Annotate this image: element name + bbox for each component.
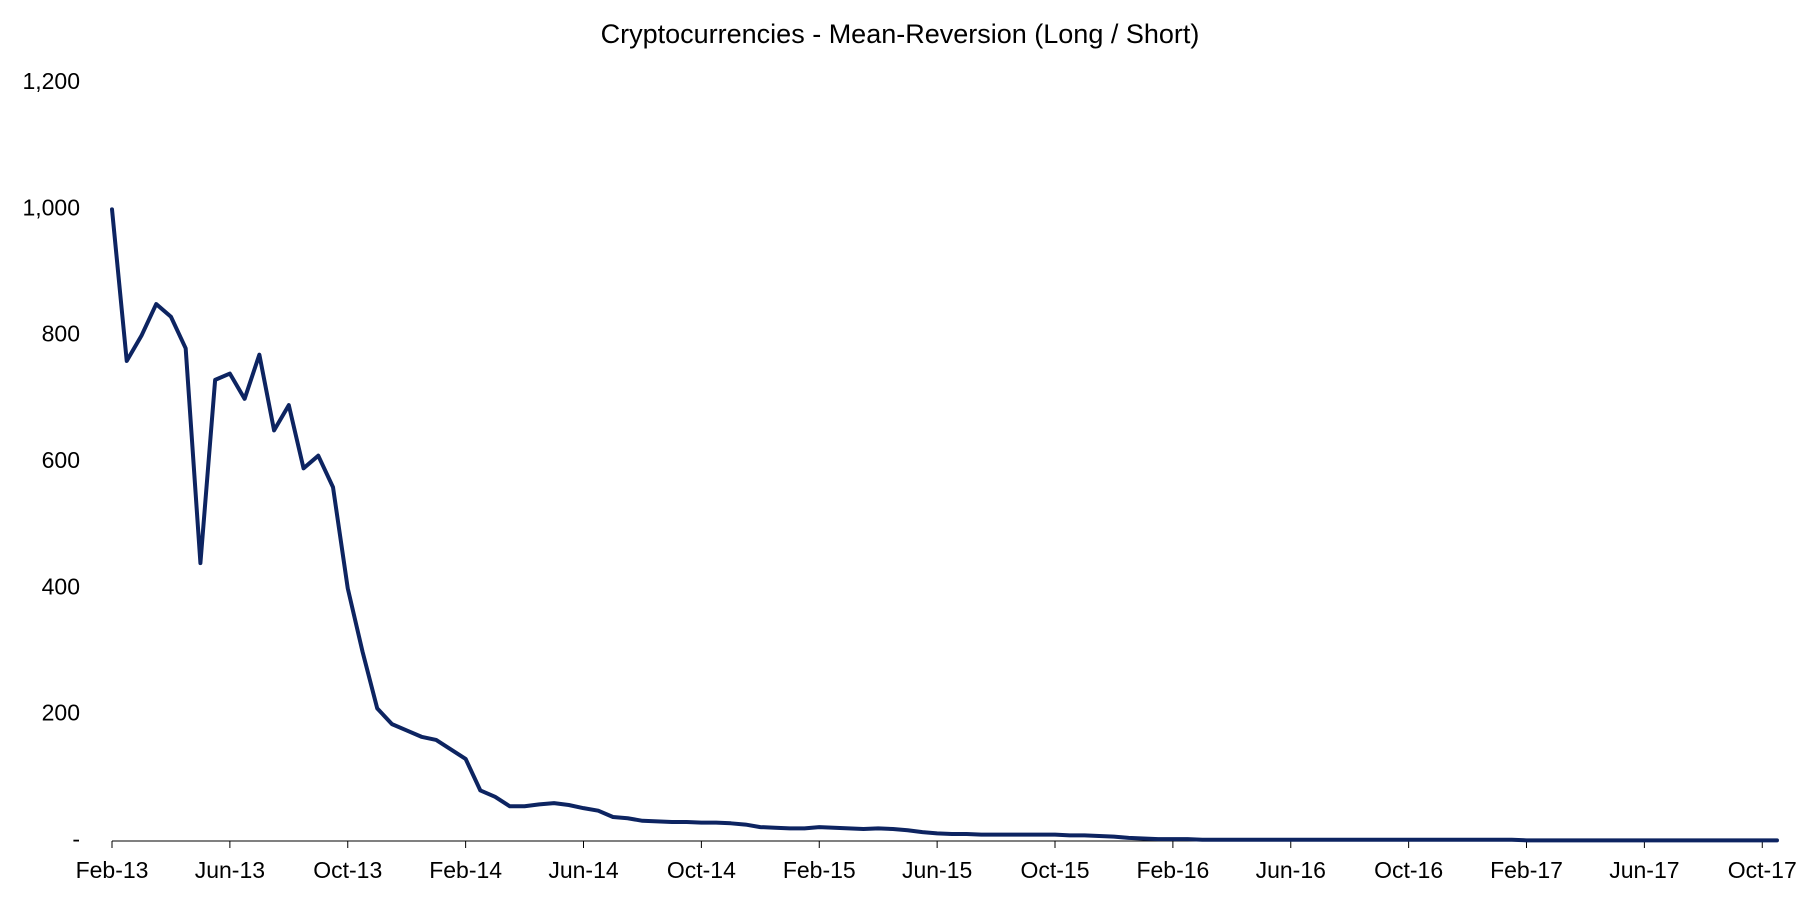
x-tick-label: Feb-14 [429, 857, 502, 883]
x-tick-label: Oct-13 [313, 857, 382, 883]
y-tick-label: 200 [42, 700, 80, 726]
y-tick-label: 800 [42, 321, 80, 347]
x-tick-label: Jun-15 [902, 857, 972, 883]
x-tick-label: Oct-17 [1728, 857, 1797, 883]
x-tick-label: Feb-13 [76, 857, 149, 883]
y-tick-label: 1,200 [22, 68, 80, 94]
x-tick-label: Jun-17 [1609, 857, 1679, 883]
x-tick-label: Oct-15 [1020, 857, 1089, 883]
y-tick-label: 400 [42, 573, 80, 599]
x-tick-label: Jun-13 [195, 857, 265, 883]
x-tick-label: Oct-16 [1374, 857, 1443, 883]
x-tick-label: Feb-16 [1136, 857, 1209, 883]
y-tick-label: - [72, 826, 80, 852]
chart-title: Cryptocurrencies - Mean-Reversion (Long … [601, 19, 1200, 49]
y-tick-label: 600 [42, 447, 80, 473]
x-tick-label: Feb-17 [1490, 857, 1563, 883]
x-tick-label: Jun-16 [1256, 857, 1326, 883]
x-tick-label: Oct-14 [667, 857, 736, 883]
line-series [110, 207, 1779, 843]
x-tick-label: Jun-14 [548, 857, 619, 883]
y-tick-label: 1,000 [22, 194, 80, 220]
x-tick-label: Feb-15 [783, 857, 856, 883]
